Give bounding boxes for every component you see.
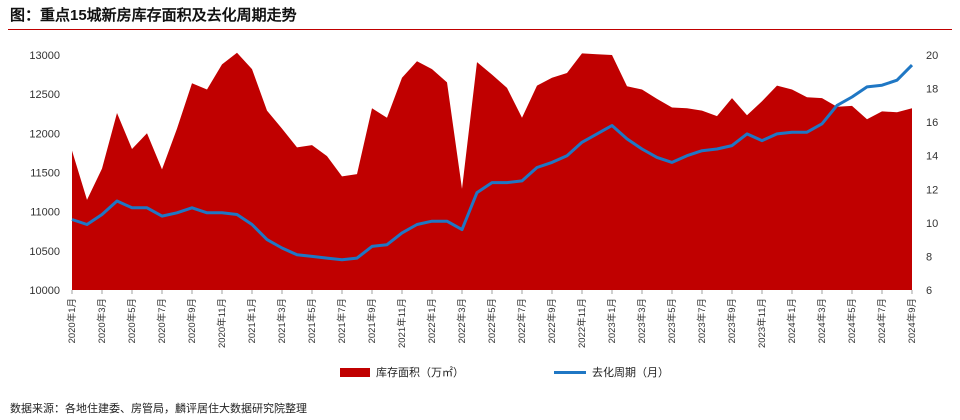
x-axis-tick-label: 2021年11月 (396, 298, 408, 348)
x-axis-tick-label: 2023年3月 (636, 298, 648, 343)
x-axis-tick-label: 2023年9月 (726, 298, 738, 343)
x-axis-tick-label: 2022年5月 (486, 298, 498, 343)
x-axis-tick-label: 2024年3月 (816, 298, 828, 343)
x-axis-tick-label: 2020年11月 (216, 298, 228, 348)
x-axis-tick-label: 2020年1月 (66, 298, 78, 343)
legend-label-inventory: 库存面积（万㎡） (376, 367, 464, 379)
series-cycle-line (71, 64, 914, 262)
left-axis-tick-label: 10500 (29, 246, 60, 258)
right-axis-tick-label: 12 (926, 184, 938, 196)
right-axis-tick-label: 20 (926, 50, 938, 62)
left-axis-tick-label: 12000 (29, 128, 60, 140)
x-axis-tick-label: 2020年5月 (126, 298, 138, 343)
x-axis-tick-label: 2021年1月 (246, 298, 258, 343)
x-axis-tick-label: 2021年3月 (276, 298, 288, 343)
x-axis-tick-label: 2022年7月 (516, 298, 528, 343)
x-axis-tick-label: 2021年5月 (306, 298, 318, 343)
x-axis-tick-label: 2021年7月 (336, 298, 348, 343)
legend-label-cycle: 去化周期（月） (592, 367, 669, 379)
legend-item-inventory: 库存面积（万㎡） (340, 364, 464, 380)
x-axis-tick-label: 2022年3月 (456, 298, 468, 343)
left-axis-tick-label: 12500 (29, 89, 60, 101)
left-axis-tick-label: 13000 (29, 50, 60, 62)
series-inventory-area (72, 52, 912, 291)
left-axis-tick-label: 11500 (30, 168, 60, 180)
title-rule (8, 29, 952, 30)
x-axis-tick-label: 2024年9月 (906, 298, 918, 343)
x-axis-tick-label: 2023年7月 (696, 298, 708, 343)
legend: 库存面积（万㎡） 去化周期（月） (340, 364, 669, 380)
right-axis-tick-label: 16 (926, 117, 938, 129)
x-axis-tick-label: 2024年1月 (786, 298, 798, 343)
x-axis-tick-label: 2023年11月 (756, 298, 768, 348)
x-axis-tick-label: 2023年5月 (666, 298, 678, 343)
left-axis-tick-label: 11000 (30, 207, 60, 219)
x-axis-tick-label: 2024年5月 (846, 298, 858, 343)
x-axis-tick-label: 2020年3月 (96, 298, 108, 343)
left-axis-tick-label: 10000 (29, 285, 60, 297)
data-source: 数据来源：各地住建委、房管局，麟评居住大数据研究院整理 (10, 403, 307, 415)
x-axis-tick-label: 2024年7月 (876, 298, 888, 343)
right-axis-tick-label: 14 (926, 151, 938, 163)
legend-swatch-cycle (554, 370, 586, 374)
legend-item-cycle: 去化周期（月） (554, 364, 669, 380)
x-axis-tick-label: 2022年9月 (546, 298, 558, 343)
x-axis-tick-label: 2021年9月 (366, 298, 378, 343)
x-axis-tick-label: 2023年1月 (606, 298, 618, 343)
right-axis-tick-label: 18 (926, 84, 938, 96)
x-axis-tick-label: 2022年1月 (426, 298, 438, 343)
right-axis-tick-label: 8 (926, 251, 932, 263)
legend-swatch-inventory (340, 367, 370, 377)
x-axis-tick-label: 2020年9月 (186, 298, 198, 343)
right-axis-tick-label: 10 (926, 218, 938, 230)
right-axis-tick-label: 6 (926, 285, 932, 297)
x-axis-tick-label: 2020年7月 (156, 298, 168, 343)
inventory-cycle-chart: 10000 10500 11000 11500 12000 12500 13000 6 8 10 1… (29, 50, 938, 348)
page-title: 图：重点15城新房库存面积及去化周期走势 (10, 7, 297, 24)
x-axis-tick-label: 2022年11月 (576, 298, 588, 348)
